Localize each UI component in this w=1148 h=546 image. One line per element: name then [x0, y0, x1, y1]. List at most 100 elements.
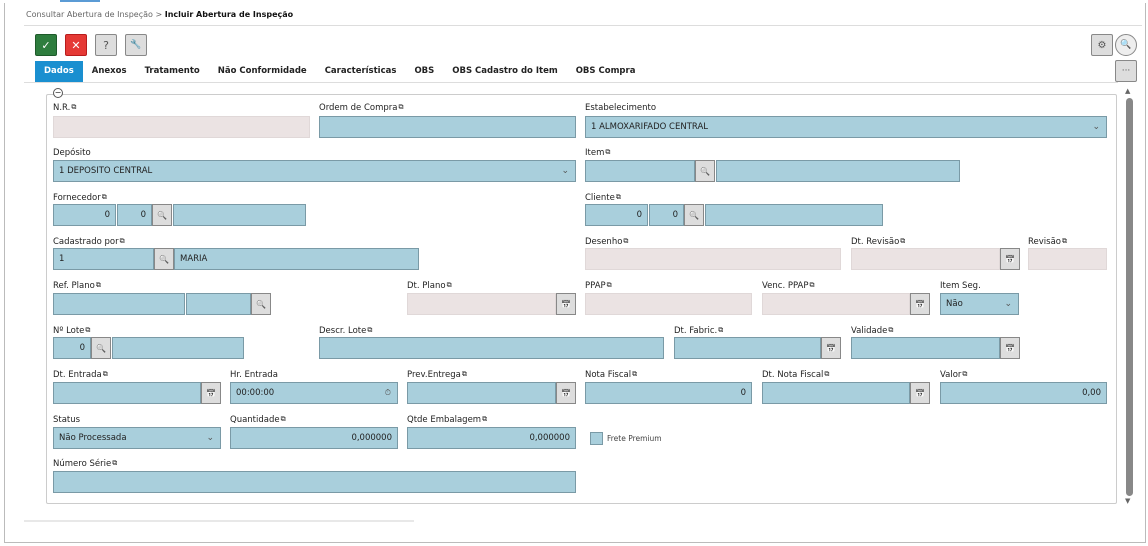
- nr-input[interactable]: [53, 116, 310, 138]
- fornecedor-input-2[interactable]: 0: [117, 204, 152, 226]
- revisao-input[interactable]: [1028, 248, 1107, 270]
- cliente-input-1[interactable]: 0: [585, 204, 648, 226]
- copy-icon[interactable]: ⧉: [101, 193, 107, 201]
- ref-plano-search-button[interactable]: 🔍: [251, 293, 271, 315]
- estabelecimento-select[interactable]: 1 ALMOXARIFADO CENTRAL ⌄: [585, 116, 1107, 138]
- prev-entrega-input[interactable]: [407, 382, 556, 404]
- prev-entrega-calendar-button[interactable]: 📅: [556, 382, 576, 404]
- cliente-search-button[interactable]: 🔍: [684, 204, 704, 226]
- copy-icon[interactable]: ⧉: [718, 326, 724, 334]
- copy-icon[interactable]: ⧉: [112, 459, 118, 467]
- dt-fabric-calendar-button[interactable]: 📅: [821, 337, 841, 359]
- dt-nota-fiscal-calendar-button[interactable]: 📅: [910, 382, 930, 404]
- breadcrumb: Consultar Abertura de Inspeção > Incluir…: [26, 10, 293, 19]
- tools-button[interactable]: 🔧: [125, 34, 147, 56]
- copy-icon[interactable]: ⧉: [605, 148, 611, 156]
- copy-icon[interactable]: ⧉: [85, 326, 91, 334]
- copy-icon[interactable]: ⧉: [615, 193, 621, 201]
- n-lote-input-1[interactable]: 0: [53, 337, 91, 359]
- cadastrado-por-search-button[interactable]: 🔍: [154, 248, 174, 270]
- item-search-button[interactable]: 🔍: [695, 160, 715, 182]
- copy-icon[interactable]: ⧉: [280, 415, 286, 423]
- copy-icon[interactable]: ⧉: [482, 415, 488, 423]
- copy-icon[interactable]: ⧉: [632, 370, 638, 378]
- dt-plano-input[interactable]: [407, 293, 556, 315]
- copy-icon[interactable]: ⧉: [824, 370, 830, 378]
- frete-premium-checkbox[interactable]: [590, 432, 603, 445]
- item-input-1[interactable]: [585, 160, 695, 182]
- venc-ppap-input[interactable]: [762, 293, 910, 315]
- nota-fiscal-input[interactable]: 0: [585, 382, 752, 404]
- copy-icon[interactable]: ⧉: [119, 237, 125, 245]
- search-button[interactable]: 🔍: [1115, 34, 1137, 56]
- cadastrado-por-input-1[interactable]: 1: [53, 248, 154, 270]
- cadastrado-por-input-2[interactable]: MARIA: [174, 248, 419, 270]
- tab-obs-compra[interactable]: OBS Compra: [575, 66, 636, 76]
- tab-tratamento[interactable]: Tratamento: [144, 66, 200, 76]
- copy-icon[interactable]: ⧉: [71, 103, 77, 111]
- quantidade-input[interactable]: 0,000000: [230, 427, 398, 449]
- descr-lote-input[interactable]: [319, 337, 664, 359]
- tab-nao-conformidade[interactable]: Não Conformidade: [217, 66, 307, 76]
- cliente-input-3[interactable]: [705, 204, 883, 226]
- fornecedor-input-3[interactable]: [173, 204, 306, 226]
- tab-obs-cadastro-item[interactable]: OBS Cadastro do Item: [452, 66, 558, 76]
- deposito-select[interactable]: 1 DEPOSITO CENTRAL ⌄: [53, 160, 576, 182]
- numero-serie-input[interactable]: [53, 471, 576, 493]
- tab-anexos[interactable]: Anexos: [91, 66, 127, 76]
- ref-plano-input-2[interactable]: [186, 293, 251, 315]
- fornecedor-search-button[interactable]: 🔍: [152, 204, 172, 226]
- status-select[interactable]: Não Processada ⌄: [53, 427, 221, 449]
- n-lote-search-button[interactable]: 🔍: [91, 337, 111, 359]
- copy-icon[interactable]: ⧉: [888, 326, 894, 334]
- cancel-button[interactable]: ✕: [65, 34, 87, 56]
- tab-obs[interactable]: OBS: [414, 66, 435, 76]
- cliente-input-2[interactable]: 0: [649, 204, 684, 226]
- copy-icon[interactable]: ⧉: [809, 281, 815, 289]
- copy-icon[interactable]: ⧉: [398, 103, 404, 111]
- breadcrumb-parent[interactable]: Consultar Abertura de Inspeção: [26, 10, 153, 19]
- item-seg-select[interactable]: Não ⌄: [940, 293, 1019, 315]
- fornecedor-input-1[interactable]: 0: [53, 204, 116, 226]
- dt-fabric-input[interactable]: [674, 337, 821, 359]
- confirm-button[interactable]: ✓: [35, 34, 57, 56]
- more-button[interactable]: ···: [1115, 60, 1137, 82]
- n-lote-input-2[interactable]: [112, 337, 244, 359]
- dt-revisao-input[interactable]: [851, 248, 1000, 270]
- dt-entrada-input[interactable]: [53, 382, 201, 404]
- scroll-up-arrow[interactable]: ▲: [1125, 87, 1131, 95]
- item-input-2[interactable]: [716, 160, 960, 182]
- copy-icon[interactable]: ⧉: [1061, 237, 1067, 245]
- ordem-compra-input[interactable]: [319, 116, 576, 138]
- dt-entrada-calendar-button[interactable]: 📅: [201, 382, 221, 404]
- scrollbar-thumb[interactable]: [1126, 98, 1133, 496]
- dt-revisao-calendar-button[interactable]: 📅: [1000, 248, 1020, 270]
- tab-caracteristicas[interactable]: Características: [324, 66, 397, 76]
- ref-plano-input-1[interactable]: [53, 293, 185, 315]
- validade-input[interactable]: [851, 337, 1000, 359]
- settings-button[interactable]: ⚙: [1091, 34, 1113, 56]
- copy-icon[interactable]: ⧉: [102, 370, 108, 378]
- copy-icon[interactable]: ⧉: [606, 281, 612, 289]
- tab-dados[interactable]: Dados: [35, 61, 83, 82]
- hr-entrada-input[interactable]: 00:00:00 ⏱: [230, 382, 398, 404]
- copy-icon[interactable]: ⧉: [900, 237, 906, 245]
- copy-icon[interactable]: ⧉: [962, 370, 968, 378]
- help-button[interactable]: ?: [95, 34, 117, 56]
- copy-icon[interactable]: ⧉: [367, 326, 373, 334]
- horizontal-scrollbar[interactable]: [24, 520, 414, 522]
- dt-plano-calendar-button[interactable]: 📅: [556, 293, 576, 315]
- venc-ppap-calendar-button[interactable]: 📅: [910, 293, 930, 315]
- dt-nota-fiscal-input[interactable]: [762, 382, 910, 404]
- ppap-input[interactable]: [585, 293, 752, 315]
- validade-calendar-button[interactable]: 📅: [1000, 337, 1020, 359]
- copy-icon[interactable]: ⧉: [446, 281, 452, 289]
- qtde-embalagem-input[interactable]: 0,000000: [407, 427, 576, 449]
- copy-icon[interactable]: ⧉: [95, 281, 101, 289]
- copy-icon[interactable]: ⧉: [623, 237, 629, 245]
- valor-input[interactable]: 0,00: [940, 382, 1107, 404]
- collapse-icon[interactable]: −: [53, 88, 63, 98]
- desenho-input[interactable]: [585, 248, 841, 270]
- copy-icon[interactable]: ⧉: [461, 370, 467, 378]
- scroll-down-arrow[interactable]: ▼: [1125, 497, 1131, 505]
